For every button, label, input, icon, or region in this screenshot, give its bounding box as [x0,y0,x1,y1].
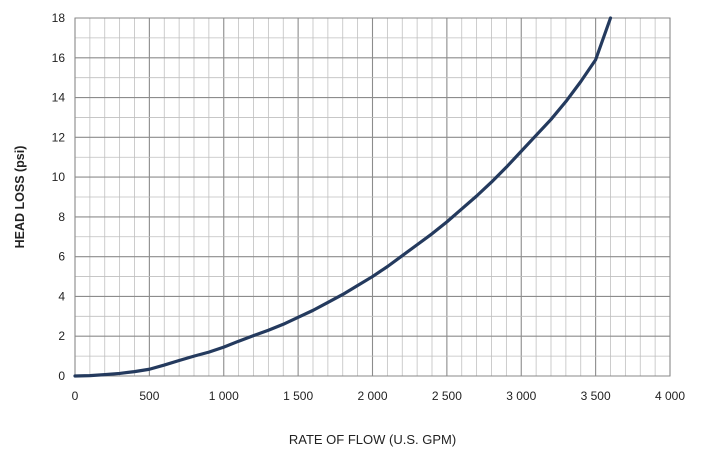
x-tick-label: 2 000 [357,389,387,403]
y-tick-label: 10 [52,170,66,184]
y-axis-title: HEAD LOSS (psi) [13,146,27,249]
y-tick-label: 12 [52,130,66,144]
x-tick-label: 3 500 [581,389,611,403]
x-tick-label: 2 500 [432,389,462,403]
x-axis-title: RATE OF FLOW (U.S. GPM) [289,432,456,447]
plot-frame [74,17,671,377]
y-tick-labels: 0 2 4 6 8 10 12 14 16 18 [52,11,66,383]
x-tick-labels: 0 500 1 000 1 500 2 000 2 500 3 000 3 500 4 000 [72,389,686,403]
x-tick-label: 1 500 [283,389,313,403]
series-line-0 [73,16,613,378]
y-tick-label: 14 [52,91,66,105]
y-tick-label: 8 [58,210,65,224]
x-tick-label: 1 000 [209,389,239,403]
y-tick-label: 16 [52,51,66,65]
y-tick-label: 18 [52,11,66,25]
x-tick-label: 4 000 [655,389,685,403]
y-tick-label: 6 [58,250,65,264]
x-tick-label: 0 [72,389,79,403]
x-tick-label: 500 [139,389,159,403]
y-tick-label: 0 [58,369,65,383]
x-tick-label: 3 000 [506,389,536,403]
grid [74,17,671,377]
y-tick-label: 4 [58,289,65,303]
series-layer [73,16,613,378]
y-tick-label: 2 [58,329,65,343]
